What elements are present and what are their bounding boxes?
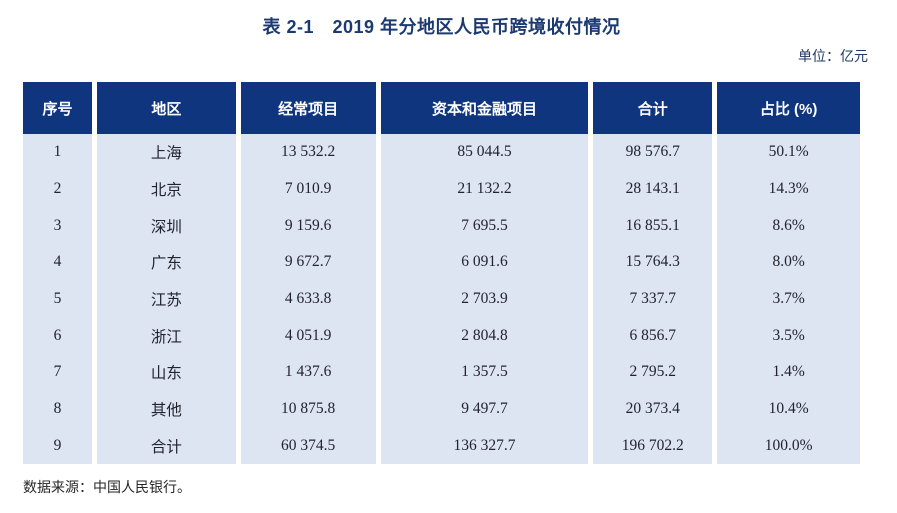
cell-current-account: 10 875.8 [240, 390, 376, 428]
table-row: 5 江苏 4 633.8 2 703.9 7 337.7 3.7% [23, 280, 861, 318]
data-table: 序号 地区 经常项目 资本和金融项目 合计 占比 (%) 1 上海 13 532.2 85 044… [23, 82, 861, 465]
cell-capital-financial-account: 2 703.9 [380, 280, 589, 318]
cell-total: 2 795.2 [593, 354, 713, 391]
cell-total: 16 855.1 [593, 207, 713, 245]
header-cell-share: 占比 (%) [717, 82, 861, 134]
cell-capital-financial-account: 21 132.2 [380, 170, 589, 208]
header-cell-region: 地区 [96, 82, 236, 134]
cell-current-account: 60 374.5 [240, 427, 376, 465]
cell-total: 196 702.2 [593, 427, 713, 465]
cell-share: 14.3% [717, 170, 861, 208]
report-page: 表 2-1 2019 年分地区人民币跨境收付情况 单位：亿元 序号 地区 经常项目资… [23, 17, 868, 496]
cell-total: 28 143.1 [593, 170, 713, 208]
cell-share: 10.4% [717, 390, 861, 428]
cell-total: 6 856.7 [593, 317, 713, 355]
cell-share: 8.6% [717, 207, 861, 245]
cell-no: 5 [23, 280, 92, 318]
cell-region: 山东 [96, 354, 236, 391]
cell-capital-financial-account: 6 091.6 [380, 244, 589, 281]
cell-share: 100.0% [717, 427, 861, 465]
table-title: 表 2-1 2019 年分地区人民币跨境收付情况 [262, 17, 621, 37]
cell-no: 3 [23, 207, 92, 245]
cell-no: 1 [23, 134, 92, 171]
header-cell-no: 序号 [23, 82, 92, 134]
table-row: 2 北京 7 010.9 21 132.2 28 143.1 14.3% [23, 170, 861, 208]
cell-total: 20 373.4 [593, 390, 713, 428]
cell-capital-financial-account: 1 357.5 [380, 354, 589, 391]
cell-current-account: 9 672.7 [240, 244, 376, 281]
cell-current-account: 13 532.2 [240, 134, 376, 171]
cell-region: 江苏 [96, 280, 236, 318]
table-header-row: 序号 地区 经常项目 资本和金融项目 合计 占比 (%) [23, 82, 861, 134]
cell-capital-financial-account: 136 327.7 [380, 427, 589, 465]
cell-region: 合计 [96, 427, 236, 465]
table-row: 9 合计 60 374.5 136 327.7 196 702.2 100.0% [23, 427, 861, 465]
header-cell-total: 合计 [593, 82, 713, 134]
cell-share: 50.1% [717, 134, 861, 171]
table-row: 4 广东 9 672.7 6 091.6 15 764.3 8.0% [23, 244, 861, 281]
header-cell-current-account: 经常项目 [240, 82, 376, 134]
cell-share: 3.5% [717, 317, 861, 355]
table-row: 6 浙江 4 051.9 2 804.8 6 856.7 3.5% [23, 317, 861, 355]
cell-region: 上海 [96, 134, 236, 171]
cell-capital-financial-account: 7 695.5 [380, 207, 589, 245]
cell-capital-financial-account: 9 497.7 [380, 390, 589, 428]
cell-current-account: 7 010.9 [240, 170, 376, 208]
cell-no: 4 [23, 244, 92, 281]
cell-region: 浙江 [96, 317, 236, 355]
cell-share: 8.0% [717, 244, 861, 281]
cell-share: 3.7% [717, 280, 861, 318]
cell-capital-financial-account: 85 044.5 [380, 134, 589, 171]
cell-no: 7 [23, 354, 92, 391]
header-cell-capital-financial-account: 资本和金融项目 [380, 82, 589, 134]
cell-no: 8 [23, 390, 92, 428]
cell-current-account: 4 633.8 [240, 280, 376, 318]
cell-region: 深圳 [96, 207, 236, 245]
table-row: 1 上海 13 532.2 85 044.5 98 576.7 50.1% [23, 134, 861, 171]
cell-region: 广东 [96, 244, 236, 281]
source-note: 数据来源：中国人民银行。 [23, 479, 191, 496]
cell-region: 其他 [96, 390, 236, 428]
cell-no: 2 [23, 170, 92, 208]
table-row: 7 山东 1 437.6 1 357.5 2 795.2 1.4% [23, 354, 861, 391]
cell-total: 7 337.7 [593, 280, 713, 318]
cell-no: 9 [23, 427, 92, 465]
cell-current-account: 4 051.9 [240, 317, 376, 355]
table-row: 3 深圳 9 159.6 7 695.5 16 855.1 8.6% [23, 207, 861, 245]
cell-no: 6 [23, 317, 92, 355]
cell-total: 98 576.7 [593, 134, 713, 171]
table-row: 8 其他 10 875.8 9 497.7 20 373.4 10.4% [23, 390, 861, 428]
cell-region: 北京 [96, 170, 236, 208]
unit-label: 单位：亿元 [798, 48, 868, 64]
cell-share: 1.4% [717, 354, 861, 391]
cell-current-account: 1 437.6 [240, 354, 376, 391]
cell-total: 15 764.3 [593, 244, 713, 281]
cell-capital-financial-account: 2 804.8 [380, 317, 589, 355]
cell-current-account: 9 159.6 [240, 207, 376, 245]
